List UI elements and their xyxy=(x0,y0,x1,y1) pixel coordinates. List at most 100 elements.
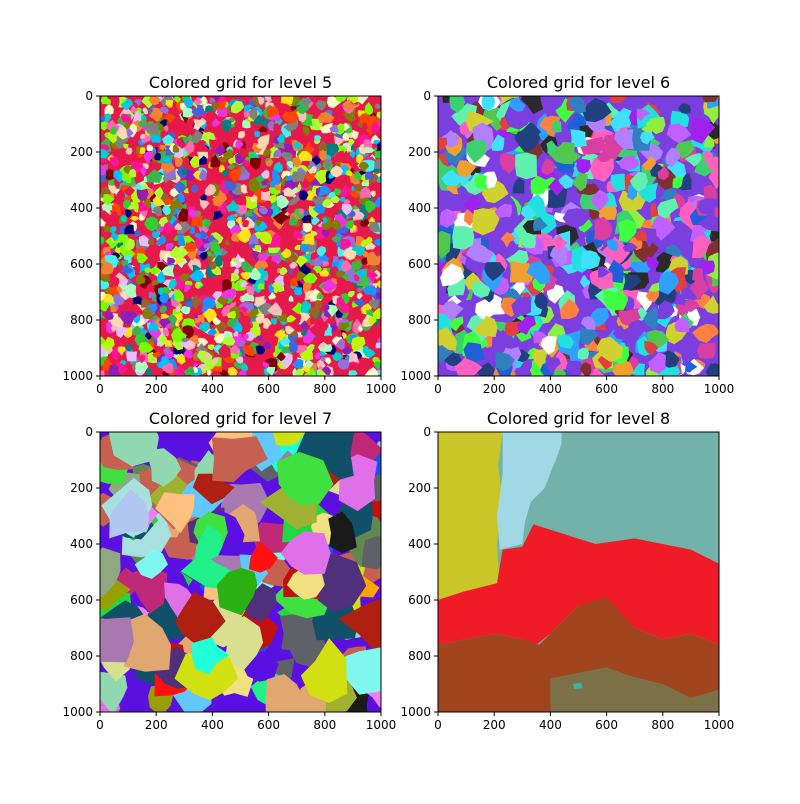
heatmap-cell xyxy=(678,103,691,114)
heatmap-cell xyxy=(111,291,125,306)
y-tick-label: 400 xyxy=(70,537,93,551)
heatmap-cell xyxy=(373,238,381,247)
heatmap-cell xyxy=(162,134,174,145)
heatmap-cell xyxy=(255,345,266,355)
heatmap-cell xyxy=(111,170,125,183)
heatmap-cell xyxy=(557,334,575,349)
heatmap-cell xyxy=(672,176,683,189)
heatmap-cell xyxy=(516,316,536,335)
heatmap-cell xyxy=(302,280,312,293)
heatmap-cell xyxy=(236,226,252,244)
heatmap-cell xyxy=(309,259,318,266)
heatmap-cell xyxy=(438,327,457,351)
heatmap-cell xyxy=(194,524,223,561)
heatmap-cell xyxy=(183,169,199,181)
heatmap-cell xyxy=(356,293,363,300)
heatmap-cell xyxy=(110,304,117,313)
heatmap-cell xyxy=(203,218,212,229)
heatmap-cell xyxy=(314,299,322,309)
heatmap-cell xyxy=(367,316,377,326)
heatmap-cell xyxy=(248,151,254,158)
heatmap-cell xyxy=(375,292,381,300)
heatmap-cell xyxy=(339,322,350,331)
heatmap-cell xyxy=(326,304,338,317)
heatmap-cell xyxy=(246,107,258,121)
heatmap-cell xyxy=(260,118,269,127)
heatmap-cell xyxy=(274,183,282,191)
heatmap-cell xyxy=(298,111,307,123)
heatmap-cell xyxy=(280,531,331,575)
heatmap-cell xyxy=(137,200,150,212)
heatmap-cell xyxy=(438,230,451,259)
heatmap-cell xyxy=(151,231,161,239)
heatmap-cell xyxy=(377,175,381,183)
y-tick-label: 600 xyxy=(408,593,431,607)
heatmap-cell xyxy=(512,177,525,194)
heatmap-cell xyxy=(143,151,154,164)
heatmap-cell xyxy=(580,136,606,155)
heatmap-cell xyxy=(211,436,268,483)
heatmap-cell xyxy=(255,334,263,341)
heatmap-cell xyxy=(130,216,140,221)
heatmap-cell xyxy=(274,275,285,286)
heatmap-cell xyxy=(189,155,200,169)
heatmap-cell xyxy=(142,107,149,115)
heatmap-cell xyxy=(234,268,240,274)
heatmap-cell xyxy=(242,334,249,340)
heatmap-cell xyxy=(313,257,322,269)
heatmap-cell xyxy=(174,289,184,302)
heatmap-cell xyxy=(132,296,144,306)
heatmap-cell xyxy=(105,168,114,181)
heatmap-cell xyxy=(120,214,127,223)
heatmap-cell xyxy=(357,324,363,333)
heatmap-cell xyxy=(109,157,119,167)
heatmap-cell xyxy=(100,164,108,174)
heatmap-cell xyxy=(156,360,165,369)
heatmap-cell xyxy=(220,208,227,215)
x-tick-label: 0 xyxy=(434,382,442,396)
heatmap-cell xyxy=(562,208,590,228)
heatmap-cell xyxy=(539,115,561,139)
heatmap-cell xyxy=(103,225,111,233)
heatmap-cell xyxy=(243,345,255,357)
heatmap-cell xyxy=(148,291,155,299)
heatmap-cell xyxy=(703,295,719,314)
heatmap-cell xyxy=(472,208,500,236)
heatmap-cell xyxy=(269,195,277,204)
heatmap-cell xyxy=(331,219,342,230)
heatmap-cell xyxy=(375,342,381,349)
heatmap-cell xyxy=(338,196,346,202)
heatmap-cell xyxy=(123,143,129,149)
heatmap-cell xyxy=(162,328,170,336)
heatmap-cell xyxy=(159,305,168,314)
heatmap-cell xyxy=(156,271,166,284)
heatmap-cell xyxy=(221,119,232,133)
heatmap-cell xyxy=(462,194,481,215)
heatmap-cell xyxy=(165,100,173,108)
heatmap-cell xyxy=(657,198,679,219)
heatmap-cell xyxy=(222,148,234,160)
heatmap-cell xyxy=(363,139,373,149)
heatmap-cell xyxy=(100,172,108,183)
heatmap-cell xyxy=(271,170,279,180)
heatmap-cell xyxy=(148,96,161,106)
heatmap-cell xyxy=(180,168,188,176)
heatmap-cell xyxy=(329,124,340,133)
heatmap-cell xyxy=(291,171,305,183)
heatmap-cell xyxy=(282,111,299,124)
heatmap-cell xyxy=(194,237,205,249)
x-tick-label: 400 xyxy=(539,718,562,732)
heatmap-cell xyxy=(299,208,304,215)
heatmap-cell xyxy=(119,311,135,326)
heatmap-cell xyxy=(342,96,360,110)
heatmap-cell xyxy=(332,256,339,262)
heatmap-cell xyxy=(365,200,376,214)
heatmap-cell xyxy=(340,185,352,197)
heatmap-cell xyxy=(244,209,253,217)
heatmap-cell xyxy=(376,182,381,189)
heatmap-cell xyxy=(372,307,381,319)
x-tick-label: 800 xyxy=(313,718,336,732)
heatmap-cell xyxy=(362,285,377,296)
heatmap-cell xyxy=(303,142,315,154)
